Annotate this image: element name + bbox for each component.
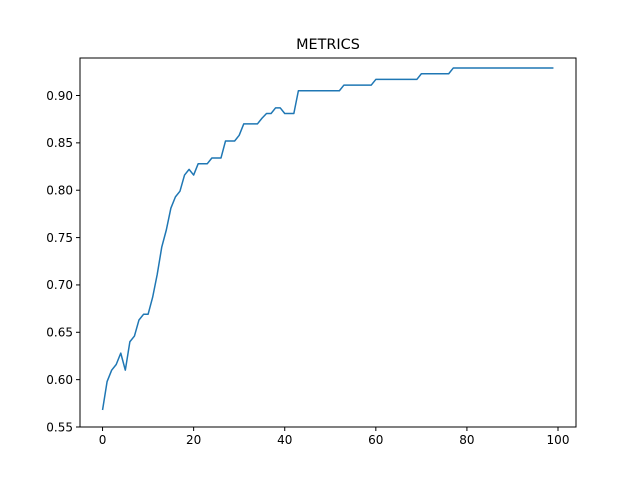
x-tick-label: 20: [186, 433, 201, 447]
y-tick-label: 0.60: [46, 373, 73, 387]
y-tick-label: 0.90: [46, 89, 73, 103]
y-tick-label: 0.65: [46, 326, 73, 340]
y-tick-label: 0.80: [46, 184, 73, 198]
x-axis-ticks: 0 20 40 60 80 100: [99, 427, 570, 447]
x-tick-label: 60: [368, 433, 383, 447]
x-tick-label: 0: [99, 433, 107, 447]
x-tick-label: 40: [277, 433, 292, 447]
y-tick-label: 0.55: [46, 420, 73, 434]
axes-frame: [79, 57, 577, 428]
chart-title: METRICS: [296, 37, 360, 53]
y-tick-label: 0.85: [46, 136, 73, 150]
y-tick-label: 0.75: [46, 231, 73, 245]
x-tick-label: 80: [459, 433, 474, 447]
y-tick-label: 0.70: [46, 278, 73, 292]
series-line-0: [101, 67, 554, 411]
x-tick-label: 100: [547, 433, 570, 447]
plot-area: [101, 67, 554, 411]
y-axis-ticks: 0.55 0.60 0.65 0.70 0.75 0.80 0.85 0.90: [46, 89, 80, 434]
